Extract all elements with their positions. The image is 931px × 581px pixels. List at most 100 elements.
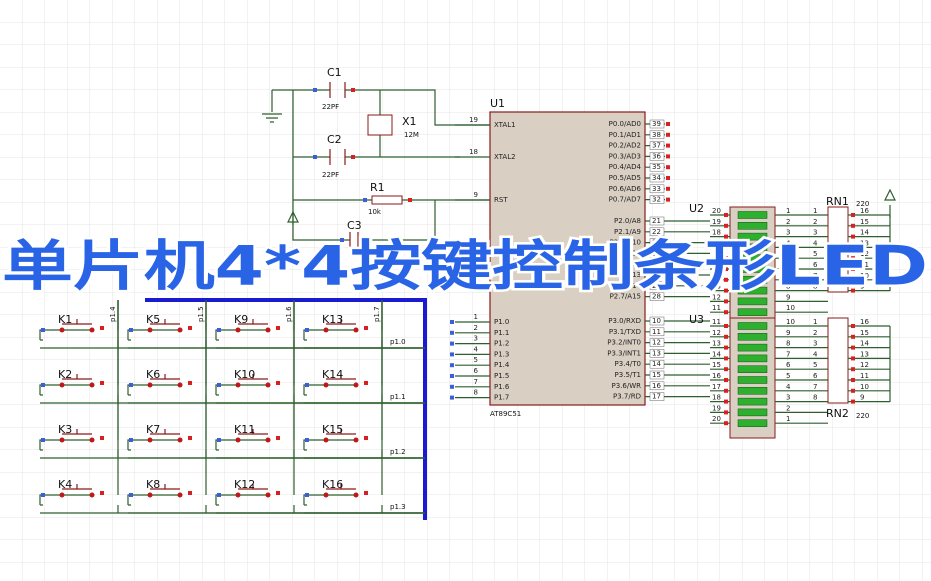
label: 1 — [786, 415, 790, 423]
label: 18 — [469, 148, 478, 156]
label: 3 — [813, 229, 817, 237]
pin-marker — [340, 238, 344, 242]
label: P3.6/WR — [612, 382, 642, 390]
label: K4 — [58, 478, 72, 491]
label: 1 — [813, 318, 817, 326]
pin-marker — [851, 378, 855, 382]
pin-marker — [363, 198, 367, 202]
label: 5 — [786, 250, 790, 258]
label: P0.5/AD5 — [609, 174, 641, 182]
label: p1.7 — [373, 306, 381, 322]
label: C1 — [327, 66, 342, 79]
pin-marker — [851, 267, 855, 271]
label: p1.3 — [390, 503, 406, 511]
label: 14 — [652, 360, 661, 368]
pin-marker — [724, 267, 728, 271]
label: 13 — [712, 283, 721, 291]
contact — [353, 382, 359, 388]
label: 1 — [813, 207, 817, 215]
pin-marker — [450, 374, 454, 378]
label: 3 — [786, 394, 790, 402]
label: 11 — [860, 261, 869, 269]
pin-box — [649, 349, 665, 358]
contact — [59, 437, 65, 443]
label: 24 — [652, 249, 661, 257]
label: P1.6 — [494, 383, 510, 391]
pin-marker — [724, 310, 728, 315]
label: 19 — [469, 116, 478, 124]
contact — [323, 437, 329, 443]
label: P1.2 — [494, 340, 509, 348]
label: P2.3/A11 — [610, 249, 641, 257]
label: P2.5/A13 — [610, 271, 641, 279]
pin-marker — [724, 324, 728, 328]
label: P1.1 — [494, 329, 509, 337]
label: C2 — [327, 133, 342, 146]
pin-marker — [724, 388, 728, 393]
label: 10 — [860, 383, 869, 391]
label: P2.0/A8 — [614, 217, 641, 225]
pin-marker — [276, 326, 280, 330]
label: P2.4/A12 — [610, 260, 641, 268]
label: P0.1/AD1 — [609, 131, 641, 139]
led-segment — [737, 322, 768, 330]
pin-box — [649, 259, 665, 269]
led-segment — [737, 222, 768, 230]
pin-marker — [217, 493, 221, 497]
pin-marker — [851, 213, 855, 217]
label: RN2 — [826, 407, 849, 420]
label: K14 — [322, 368, 343, 381]
label: K5 — [146, 313, 160, 326]
pin-marker — [188, 381, 192, 385]
switch — [150, 484, 180, 490]
label: 15 — [860, 329, 869, 337]
label: 12 — [652, 339, 661, 347]
label: 27 — [652, 282, 661, 290]
pin-box — [649, 359, 665, 369]
label: P1.7 — [494, 394, 509, 402]
contact — [265, 492, 271, 498]
pin-box — [649, 184, 665, 194]
label: 3 — [786, 229, 790, 237]
label: 2 — [813, 218, 817, 226]
label: 6 — [474, 367, 479, 375]
switch — [326, 374, 356, 380]
pin-marker — [851, 288, 855, 293]
pin-marker — [851, 256, 855, 261]
label: 4 — [813, 350, 818, 358]
label: 16 — [860, 318, 869, 326]
contact — [323, 382, 329, 388]
label: 10 — [786, 318, 795, 326]
label: 8 — [786, 283, 790, 291]
label: K3 — [58, 423, 72, 436]
contact — [89, 437, 95, 443]
label: 2 — [786, 218, 790, 226]
label: 16 — [712, 250, 721, 258]
pin-marker — [450, 352, 454, 357]
label: P1.5 — [494, 372, 509, 380]
oscillator-wiring — [262, 82, 490, 248]
led-segment — [737, 286, 768, 295]
label: 5 — [813, 361, 817, 369]
label: 15 — [652, 371, 661, 379]
pin-marker — [305, 328, 309, 332]
label: 8 — [474, 389, 478, 397]
label: 39 — [652, 120, 661, 128]
contact — [353, 492, 359, 498]
label: 5 — [813, 250, 817, 258]
pin-box — [649, 162, 665, 172]
label: 3 — [813, 340, 817, 348]
label: U1 — [490, 97, 505, 110]
label: 15 — [860, 218, 869, 226]
label: K16 — [322, 478, 343, 491]
pin-marker — [851, 223, 855, 228]
led-segment — [737, 343, 768, 352]
switch — [238, 484, 268, 490]
pin-marker — [364, 381, 368, 385]
pin-box — [649, 249, 665, 258]
pin-marker — [41, 438, 45, 442]
label: K8 — [146, 478, 160, 491]
pin-marker — [666, 143, 670, 148]
label: 1 — [474, 313, 478, 321]
